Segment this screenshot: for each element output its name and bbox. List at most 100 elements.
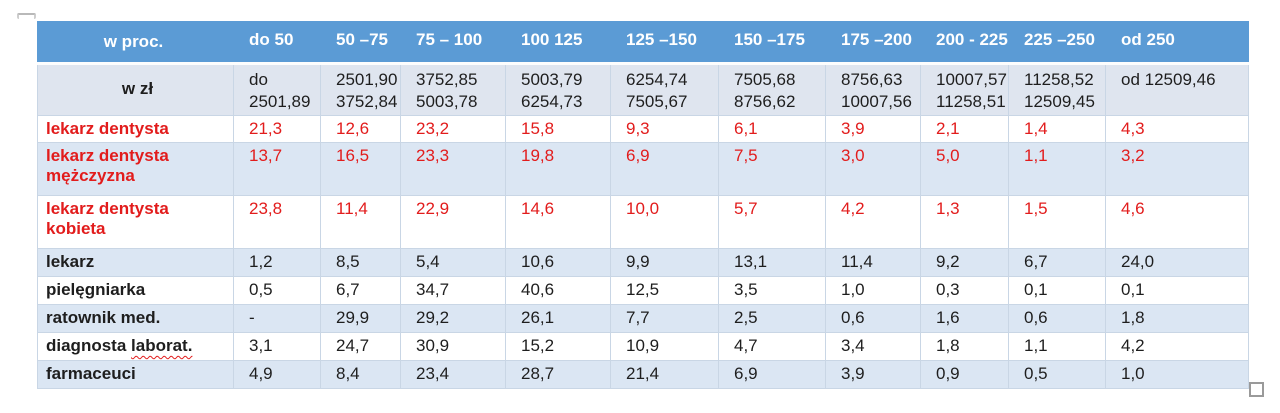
value-cell[interactable]: 3,9 [825,115,921,143]
zloty-range-cell[interactable]: 2501,90 3752,84 [320,63,401,116]
zloty-range-cell[interactable]: 11258,52 12509,45 [1008,63,1106,116]
header-cell-percent-range[interactable]: 100 125 [505,21,611,65]
value-cell[interactable]: 19,8 [505,142,611,196]
value-cell[interactable]: 4,2 [825,195,921,249]
value-cell[interactable]: 1,2 [233,248,321,277]
value-cell[interactable]: 21,3 [233,115,321,143]
value-cell[interactable]: 2,5 [718,304,826,333]
value-cell[interactable]: 3,5 [718,276,826,305]
row-label-lekarz-dentysta-mezczyzna[interactable]: lekarz dentysta mężczyzna [37,142,234,196]
value-cell[interactable]: 0,9 [920,360,1009,389]
value-cell[interactable]: 10,9 [610,332,719,361]
zloty-label-cell[interactable]: w zł [37,63,234,116]
value-cell[interactable]: 3,1 [233,332,321,361]
value-cell[interactable]: 28,7 [505,360,611,389]
value-cell[interactable]: 30,9 [400,332,506,361]
value-cell[interactable]: 24,0 [1105,248,1249,277]
value-cell[interactable]: 6,9 [718,360,826,389]
value-cell[interactable]: 5,4 [400,248,506,277]
value-cell[interactable]: 26,1 [505,304,611,333]
header-cell-percent-range[interactable]: 225 –250 [1008,21,1106,65]
value-cell[interactable]: 5,0 [920,142,1009,196]
row-label-ratownik-med[interactable]: ratownik med. [37,304,234,333]
header-cell-percent-range[interactable]: 50 –75 [320,21,401,65]
value-cell[interactable]: 13,1 [718,248,826,277]
value-cell[interactable]: 13,7 [233,142,321,196]
header-cell-percent-range[interactable]: 150 –175 [718,21,826,65]
value-cell[interactable]: 4,6 [1105,195,1249,249]
value-cell[interactable]: - [233,304,321,333]
value-cell[interactable]: 4,3 [1105,115,1249,143]
value-cell[interactable]: 1,3 [920,195,1009,249]
value-cell[interactable]: 1,6 [920,304,1009,333]
value-cell[interactable]: 7,7 [610,304,719,333]
value-cell[interactable]: 0,6 [1008,304,1106,333]
value-cell[interactable]: 2,1 [920,115,1009,143]
value-cell[interactable]: 24,7 [320,332,401,361]
value-cell[interactable]: 0,5 [1008,360,1106,389]
value-cell[interactable]: 0,5 [233,276,321,305]
value-cell[interactable]: 0,1 [1008,276,1106,305]
header-cell-percent-range[interactable]: 175 –200 [825,21,921,65]
value-cell[interactable]: 6,7 [1008,248,1106,277]
value-cell[interactable]: 4,7 [718,332,826,361]
value-cell[interactable]: 9,3 [610,115,719,143]
value-cell[interactable]: 9,2 [920,248,1009,277]
row-label-diagnosta-laborat[interactable]: diagnosta laborat. [37,332,234,361]
zloty-range-cell[interactable]: 5003,79 6254,73 [505,63,611,116]
value-cell[interactable]: 3,4 [825,332,921,361]
value-cell[interactable]: 6,1 [718,115,826,143]
value-cell[interactable]: 1,8 [1105,304,1249,333]
zloty-range-cell[interactable]: 10007,57 11258,51 [920,63,1009,116]
value-cell[interactable]: 1,0 [825,276,921,305]
value-cell[interactable]: 1,4 [1008,115,1106,143]
value-cell[interactable]: 8,4 [320,360,401,389]
value-cell[interactable]: 29,9 [320,304,401,333]
value-cell[interactable]: 15,2 [505,332,611,361]
value-cell[interactable]: 1,0 [1105,360,1249,389]
value-cell[interactable]: 3,2 [1105,142,1249,196]
value-cell[interactable]: 23,2 [400,115,506,143]
value-cell[interactable]: 12,6 [320,115,401,143]
header-cell-percent-range[interactable]: 75 – 100 [400,21,506,65]
value-cell[interactable]: 3,0 [825,142,921,196]
value-cell[interactable]: 23,3 [400,142,506,196]
value-cell[interactable]: 1,8 [920,332,1009,361]
value-cell[interactable]: 22,9 [400,195,506,249]
header-cell-percent-range[interactable]: do 50 [233,21,321,65]
value-cell[interactable]: 21,4 [610,360,719,389]
value-cell[interactable]: 0,3 [920,276,1009,305]
header-cell-w-proc[interactable]: w proc. [37,21,234,65]
row-label-lekarz-dentysta-kobieta[interactable]: lekarz dentysta kobieta [37,195,234,249]
zloty-range-cell[interactable]: 8756,63 10007,56 [825,63,921,116]
row-label-pielegniarka[interactable]: pielęgniarka [37,276,234,305]
header-cell-percent-range[interactable]: 125 –150 [610,21,719,65]
table-resize-handle-icon[interactable] [1249,382,1264,397]
value-cell[interactable]: 6,9 [610,142,719,196]
value-cell[interactable]: 1,5 [1008,195,1106,249]
value-cell[interactable]: 10,6 [505,248,611,277]
header-cell-percent-range[interactable]: od 250 [1105,21,1249,65]
zloty-range-cell[interactable]: od 12509,46 [1105,63,1249,116]
value-cell[interactable]: 11,4 [320,195,401,249]
value-cell[interactable]: 15,8 [505,115,611,143]
value-cell[interactable]: 12,5 [610,276,719,305]
value-cell[interactable]: 34,7 [400,276,506,305]
header-cell-percent-range[interactable]: 200 - 225 [920,21,1009,65]
value-cell[interactable]: 23,8 [233,195,321,249]
value-cell[interactable]: 5,7 [718,195,826,249]
value-cell[interactable]: 14,6 [505,195,611,249]
value-cell[interactable]: 23,4 [400,360,506,389]
zloty-range-cell[interactable]: 7505,68 8756,62 [718,63,826,116]
value-cell[interactable]: 9,9 [610,248,719,277]
value-cell[interactable]: 4,2 [1105,332,1249,361]
row-label-farmaceuci[interactable]: farmaceuci [37,360,234,389]
value-cell[interactable]: 11,4 [825,248,921,277]
value-cell[interactable]: 8,5 [320,248,401,277]
value-cell[interactable]: 0,1 [1105,276,1249,305]
value-cell[interactable]: 3,9 [825,360,921,389]
value-cell[interactable]: 40,6 [505,276,611,305]
value-cell[interactable]: 16,5 [320,142,401,196]
value-cell[interactable]: 1,1 [1008,332,1106,361]
value-cell[interactable]: 29,2 [400,304,506,333]
